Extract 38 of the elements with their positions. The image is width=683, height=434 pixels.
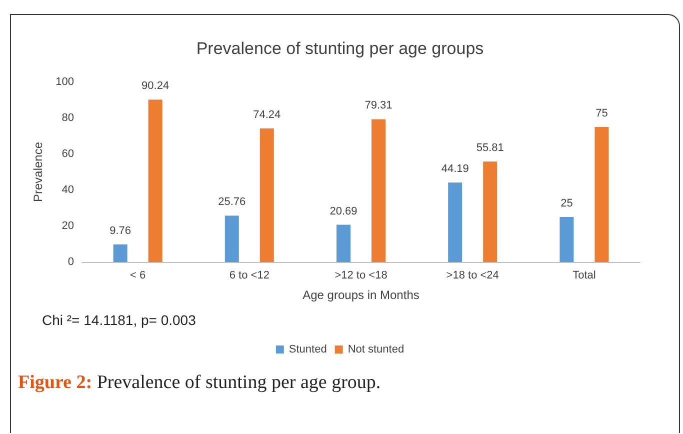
data-label: 44.19 [441,162,469,175]
x-tick-label: 6 to <12 [229,270,270,282]
bar [448,182,462,262]
y-tick-label: 0 [68,256,74,268]
legend-label: Stunted [288,344,327,356]
text: Chi ²= 14.1181, p= 0.003 [42,312,196,328]
x-tick-label: < 6 [130,270,146,282]
x-tick-label: >12 to <18 [334,270,388,282]
bar [336,224,350,262]
data-label: 9.76 [110,224,132,237]
bar [260,128,274,262]
bar [224,216,239,262]
bar [372,119,386,262]
data-label: 20.69 [330,205,358,218]
bar [560,217,574,262]
bar [594,127,609,262]
x-axis-title: Age groups in Months [302,288,420,302]
x-tick-label: Total [572,270,596,282]
chart-title: Prevalence of stunting per age groups [196,39,484,58]
data-label: 25.76 [218,196,246,208]
y-axis-title: Prevalence [31,142,45,202]
data-label: 90.24 [142,80,170,92]
bar [113,244,128,262]
y-tick-label: 20 [62,220,74,232]
data-label: 75 [596,108,608,120]
data-label: 74.24 [253,108,281,121]
data-label: 55.81 [476,142,504,154]
bar [148,100,162,262]
y-tick-label: 40 [62,184,74,196]
data-label: 79.31 [364,100,392,112]
legend-label: Not stunted [348,344,404,356]
y-tick-label: 60 [62,148,74,160]
data-label: 25 [560,198,573,210]
bar [483,162,498,262]
x-tick-label: >18 to <24 [446,270,499,282]
caption: Figure 2: Prevalence of stunting per age group. [18,372,381,394]
y-tick-label: 100 [56,76,74,88]
y-tick-label: 80 [62,112,74,124]
